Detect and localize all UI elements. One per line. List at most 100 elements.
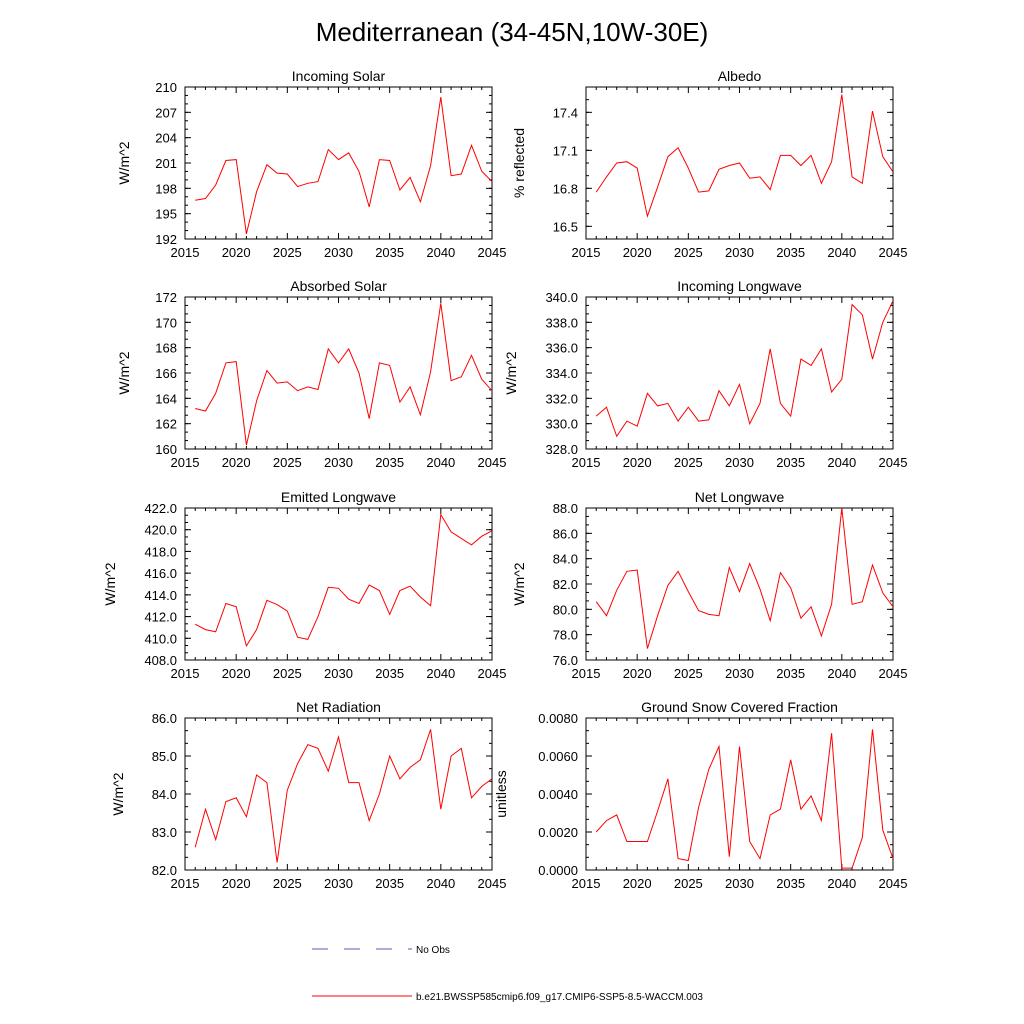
x-tick-label: 2040	[827, 666, 856, 681]
y-tick-label: 17.1	[553, 143, 578, 158]
x-tick-label: 2030	[725, 666, 754, 681]
y-tick-label: 0.0080	[538, 711, 578, 726]
x-tick-label: 2040	[426, 876, 455, 891]
legend: No Obs b.e21.BWSSP585cmip6.f09_g17.CMIP6…	[312, 945, 703, 1003]
x-tick-label: 2025	[273, 876, 302, 891]
y-tick-label: 82.0	[152, 863, 177, 878]
y-tick-label: 334.0	[545, 366, 578, 381]
series-line	[195, 97, 492, 235]
x-tick-label: 2030	[725, 876, 754, 891]
x-tick-label: 2020	[623, 455, 652, 470]
y-axis-label: W/m^2	[116, 351, 132, 394]
x-tick-label: 2040	[827, 245, 856, 260]
y-tick-label: 76.0	[553, 653, 578, 668]
x-tick-label: 2025	[674, 245, 703, 260]
y-axis-label: W/m^2	[503, 351, 519, 394]
panel-title: Albedo	[718, 68, 762, 84]
plot-frame	[585, 296, 894, 450]
x-tick-label: 2035	[776, 245, 805, 260]
y-tick-label: 16.8	[553, 181, 578, 196]
series-line	[194, 729, 492, 863]
y-axis-label: W/m^2	[102, 562, 118, 605]
x-tick-label: 2045	[879, 245, 908, 260]
x-tick-label: 2025	[674, 876, 703, 891]
y-tick-label: 85.0	[152, 749, 177, 764]
y-tick-label: 420.0	[144, 523, 177, 538]
plot-frame	[184, 507, 493, 661]
x-tick-label: 2025	[273, 245, 302, 260]
x-tick-label: 2035	[375, 455, 404, 470]
x-tick-label: 2045	[879, 666, 908, 681]
x-tick-label: 2020	[222, 666, 251, 681]
y-tick-label: 336.0	[545, 341, 578, 356]
x-tick-label: 2020	[222, 876, 251, 891]
panel-emitted-longwave: 2015 2020 2025 2030 2035 2040 2045 408.0 410.0 41…	[102, 489, 506, 681]
panel-albedo: 2015 2020 2025 2030 2035 2040 2045 16.5 16.8 17.1…	[511, 68, 907, 260]
y-tick-label: 198	[155, 181, 177, 196]
y-tick-label: 16.5	[553, 219, 578, 234]
x-tick-label: 2015	[572, 876, 601, 891]
y-tick-label: 0.0040	[538, 787, 578, 802]
y-tick-label: 86.0	[152, 711, 177, 726]
figure-title: Mediterranean (34-45N,10W-30E)	[316, 17, 709, 47]
x-tick-label: 2015	[171, 666, 200, 681]
x-tick-label: 2035	[375, 666, 404, 681]
y-tick-label: 408.0	[144, 653, 177, 668]
x-tick-label: 2030	[324, 666, 353, 681]
y-tick-label: 338.0	[545, 315, 578, 330]
x-tick-label: 2020	[222, 455, 251, 470]
series-line	[595, 508, 893, 649]
x-tick-label: 2015	[572, 666, 601, 681]
x-tick-label: 2045	[478, 666, 507, 681]
panel-title: Absorbed Solar	[290, 278, 387, 294]
y-tick-label: 340.0	[545, 290, 578, 305]
plot-frame	[585, 507, 894, 661]
x-tick-label: 2045	[879, 876, 908, 891]
panel-title: Net Longwave	[695, 489, 785, 505]
x-tick-label: 2015	[572, 455, 601, 470]
y-tick-label: 166	[155, 366, 177, 381]
y-tick-label: 192	[155, 232, 177, 247]
panel-title: Net Radiation	[296, 699, 381, 715]
legend-model-label: b.e21.BWSSP585cmip6.f09_g17.CMIP6-SSP5-8…	[416, 992, 703, 1003]
series-line	[595, 94, 893, 219]
y-tick-label: 83.0	[152, 825, 177, 840]
y-tick-label: 84.0	[152, 787, 177, 802]
y-tick-label: 422.0	[144, 501, 177, 516]
y-tick-label: 201	[155, 156, 177, 171]
y-tick-label: 17.4	[553, 105, 578, 120]
x-tick-label: 2025	[273, 455, 302, 470]
y-axis-label: W/m^2	[511, 562, 527, 605]
plot-frame	[184, 717, 493, 871]
y-tick-label: 78.0	[553, 628, 578, 643]
panel-title: Incoming Solar	[292, 68, 386, 84]
y-tick-label: 328.0	[545, 442, 578, 457]
x-tick-label: 2020	[623, 876, 652, 891]
y-tick-label: 0.0000	[538, 863, 578, 878]
y-axis-label: W/m^2	[110, 772, 126, 815]
series-line	[595, 729, 893, 869]
y-tick-label: 160	[155, 442, 177, 457]
series-line	[194, 512, 492, 648]
x-tick-label: 2035	[776, 876, 805, 891]
panel-ground-snow-covered-fraction: 2015 2020 2025 2030 2035 2040 2045 0.0000 0.0020…	[493, 699, 907, 891]
x-tick-label: 2035	[776, 455, 805, 470]
y-tick-label: 80.0	[553, 602, 578, 617]
x-tick-label: 2045	[879, 455, 908, 470]
plot-frame	[184, 86, 493, 240]
y-tick-label: 170	[155, 315, 177, 330]
series-line	[195, 303, 492, 446]
panel-net-longwave: 2015 2020 2025 2030 2035 2040 2045 76.0 78.0 80.0…	[511, 489, 907, 681]
y-tick-label: 207	[155, 105, 177, 120]
x-tick-label: 2040	[426, 245, 455, 260]
x-tick-label: 2030	[324, 455, 353, 470]
y-tick-label: 84.0	[553, 552, 578, 567]
x-tick-label: 2020	[623, 666, 652, 681]
series-line	[595, 300, 893, 438]
y-tick-label: 204	[155, 131, 177, 146]
x-tick-label: 2030	[324, 245, 353, 260]
x-tick-label: 2035	[375, 876, 404, 891]
x-tick-label: 2045	[478, 876, 507, 891]
y-tick-label: 0.0060	[538, 749, 578, 764]
